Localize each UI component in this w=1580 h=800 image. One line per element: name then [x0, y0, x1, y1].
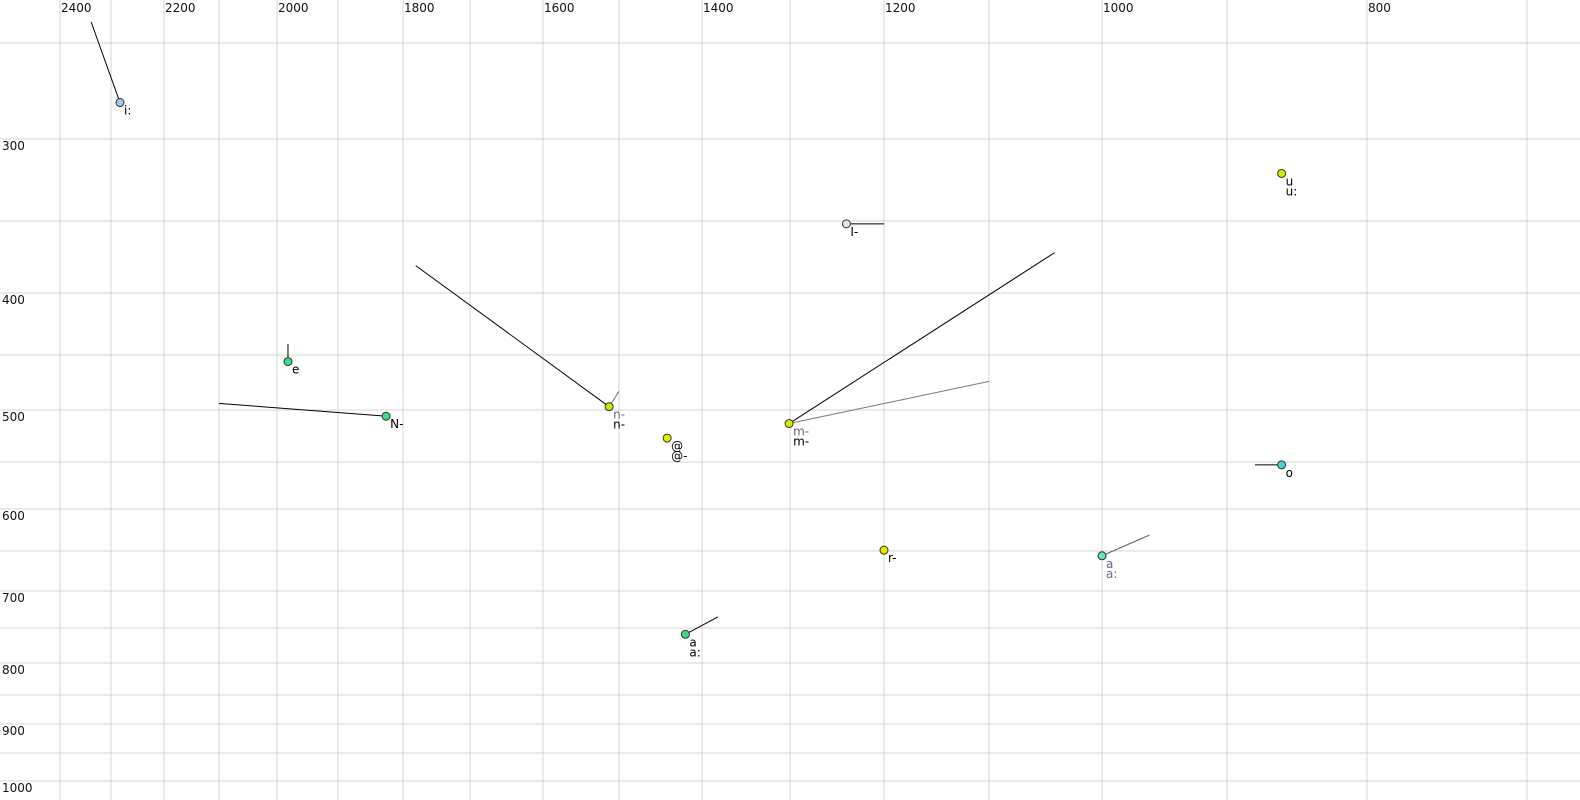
- vowel-label: a:: [1106, 567, 1117, 581]
- vowel-label: u:: [1286, 184, 1298, 198]
- vowel-label: I-: [850, 225, 858, 239]
- vowel-point: [680, 629, 690, 639]
- vowel-label: a:: [689, 645, 700, 659]
- vowel-label: N-: [390, 417, 403, 431]
- y-tick-label: 700: [2, 591, 25, 605]
- vowel-point: [1097, 551, 1107, 561]
- vowel-point: [841, 219, 851, 229]
- vowel-label: r-: [888, 551, 897, 565]
- trajectory-line: [218, 402, 387, 417]
- y-tick-label: 500: [2, 410, 25, 424]
- x-tick-label: 1800: [404, 1, 435, 15]
- y-tick-label: 300: [2, 139, 25, 153]
- x-tick-label: 1600: [544, 1, 575, 15]
- vowel-point: [381, 411, 391, 421]
- vowel-label: m-: [793, 425, 809, 439]
- vowel-label: a: [689, 635, 696, 649]
- trajectory-line: [789, 380, 990, 425]
- x-tick-label: 2400: [61, 1, 92, 15]
- trajectory-line: [1101, 534, 1150, 557]
- x-tick-label: 800: [1368, 1, 1391, 15]
- vowel-label: n-: [613, 408, 625, 422]
- y-tick-label: 900: [2, 724, 25, 738]
- trajectories: [90, 21, 1282, 635]
- vowel-point: [283, 357, 293, 367]
- vowel-point: [662, 433, 672, 443]
- vowel-point: [1277, 168, 1287, 178]
- vowel-point: [784, 419, 794, 429]
- vowel-label: e: [292, 363, 299, 377]
- y-tick-label: 600: [2, 509, 25, 523]
- tick-labels: 2400 2200 2000 1800 1600 1400 1200 1000 800 300 40…: [2, 1, 1391, 795]
- vowel-label: i:: [124, 104, 131, 118]
- vowel-point: [115, 98, 125, 108]
- trajectory-line: [415, 265, 610, 408]
- x-tick-label: 1000: [1103, 1, 1134, 15]
- x-tick-label: 1400: [703, 1, 734, 15]
- vowel-label: m-: [793, 435, 809, 449]
- y-tick-label: 1000: [2, 781, 33, 795]
- vowel-point: [604, 402, 614, 412]
- trajectory-line: [788, 252, 1055, 424]
- vowel-label: o: [1286, 466, 1293, 480]
- vowel-label: @-: [671, 449, 687, 463]
- vowel-label: a: [1106, 557, 1113, 571]
- vowel-label: n-: [613, 418, 625, 432]
- vowel-label: u: [1286, 174, 1294, 188]
- vowel-point: [879, 545, 889, 555]
- vowel-label: @: [671, 439, 683, 453]
- vowel-point: [1277, 460, 1287, 470]
- trajectory-line: [90, 21, 121, 103]
- data-points: i:eN-n-n-@@-m-m-I-uu:r-aa:aa:o: [115, 98, 1298, 659]
- y-tick-label: 400: [2, 293, 25, 307]
- x-tick-label: 2000: [278, 1, 309, 15]
- x-tick-label: 1200: [885, 1, 916, 15]
- x-tick-label: 2200: [165, 1, 196, 15]
- trajectory-line: [685, 616, 719, 635]
- y-tick-label: 800: [2, 663, 25, 677]
